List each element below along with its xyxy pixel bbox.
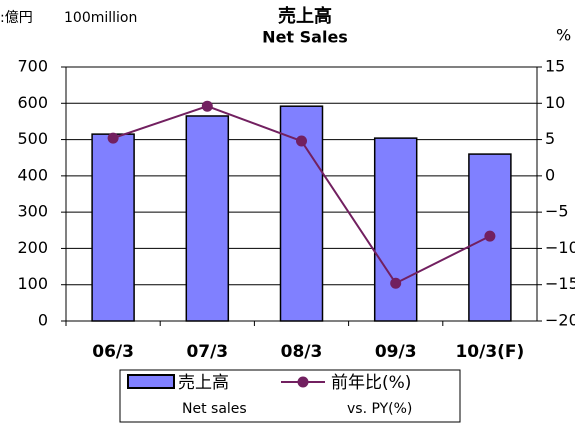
y2-tick-label: −5 bbox=[545, 202, 569, 221]
line-marker bbox=[201, 100, 213, 112]
legend-label-en: Net sales bbox=[182, 401, 247, 417]
legend-swatch bbox=[297, 376, 309, 388]
y2-tick-label: 5 bbox=[545, 129, 555, 148]
y2-tick-label: −10 bbox=[545, 238, 575, 257]
unit-en: 100million bbox=[64, 10, 137, 26]
line-marker bbox=[484, 230, 496, 242]
line-marker bbox=[107, 132, 119, 144]
y2-tick-label: −20 bbox=[545, 311, 575, 330]
y-tick-label: 200 bbox=[17, 238, 48, 257]
unit-ja: :億円 bbox=[0, 10, 33, 26]
y-tick-label: 700 bbox=[17, 57, 48, 76]
y-tick-label: 100 bbox=[17, 274, 48, 293]
bar bbox=[373, 137, 418, 322]
legend-label-en: vs. PY(%) bbox=[347, 401, 412, 417]
x-tick-label: 10/3(F) bbox=[455, 342, 524, 362]
y2-axis-label: % bbox=[556, 26, 571, 45]
legend-label: 前年比(%) bbox=[331, 373, 411, 393]
x-tick-label: 06/3 bbox=[92, 342, 134, 362]
y-tick-label: 600 bbox=[17, 93, 48, 112]
bar bbox=[91, 133, 135, 322]
y2-tick-label: 15 bbox=[545, 57, 565, 76]
bar bbox=[185, 115, 230, 322]
x-tick-label: 09/3 bbox=[375, 342, 417, 362]
legend-label: 売上高 bbox=[178, 373, 229, 393]
x-tick-label: 07/3 bbox=[186, 342, 228, 362]
y-tick-label: 0 bbox=[38, 311, 48, 330]
x-tick-label: 08/3 bbox=[281, 342, 323, 362]
chart-title: 売上高 bbox=[278, 5, 332, 27]
y2-tick-label: 0 bbox=[545, 165, 555, 184]
y-tick-label: 400 bbox=[17, 165, 48, 184]
line-marker bbox=[296, 135, 307, 147]
y2-tick-label: 10 bbox=[545, 93, 565, 112]
line-marker bbox=[390, 277, 402, 289]
y-tick-label: 300 bbox=[17, 202, 48, 221]
legend-box bbox=[119, 369, 461, 423]
y-tick-label: 500 bbox=[17, 129, 48, 148]
y2-tick-label: −15 bbox=[545, 274, 575, 293]
legend-swatch bbox=[127, 374, 175, 389]
chart-subtitle: Net Sales bbox=[262, 28, 348, 47]
